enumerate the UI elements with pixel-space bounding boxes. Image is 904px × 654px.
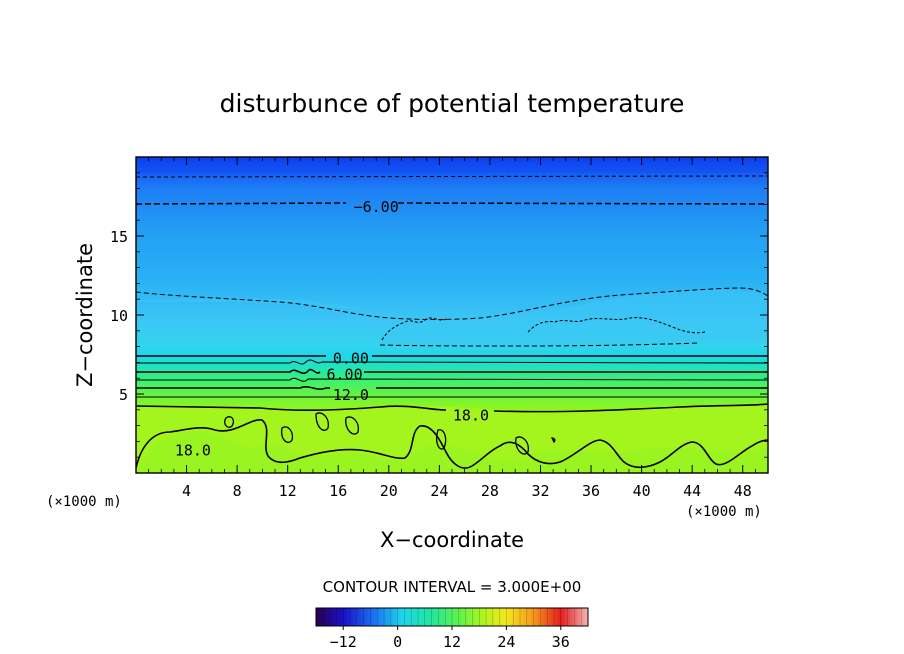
contour-lines (136, 175, 768, 469)
contour-label: 6.00 (326, 365, 362, 383)
contour-interval: CONTOUR INTERVAL = 3.000E+00 (323, 578, 582, 596)
chart-title: disturbunce of potential temperature (220, 89, 685, 118)
contour-neg-top (136, 175, 768, 178)
contour-labels: −6.00 0.006.00 12.0 18.0 18.0 (175, 198, 489, 459)
contour-turbulent-dashed (381, 317, 706, 341)
x-tick-label: 4 (182, 482, 191, 500)
contour-neg6 (136, 202, 768, 205)
x-tick-label: 40 (633, 482, 651, 500)
mid-lighter-band (136, 289, 768, 347)
x-tick-label: 36 (582, 482, 600, 500)
contour-neg3-lower (379, 342, 701, 347)
colorbar-ticks: −12 0 12 24 36 (330, 626, 570, 651)
x-tick-label: 24 (430, 482, 448, 500)
contour-label: 0.00 (333, 350, 369, 368)
y-ticks: 5 10 15 (110, 172, 768, 458)
contour-3 (136, 359, 768, 365)
top-darker-band (136, 165, 768, 173)
x-ticks: 4 8 12 16 20 24 28 32 36 40 44 48 (148, 157, 756, 500)
x-unit-left: (×1000 m) (46, 494, 122, 510)
contour-12 (136, 386, 768, 390)
contour-9 (136, 377, 768, 382)
colorbar-tick-label: −12 (330, 633, 357, 651)
contour-18-main (136, 403, 768, 413)
colorbar-tick-label: 0 (393, 633, 402, 651)
y-tick-label: 5 (119, 386, 128, 404)
x-unit-right: (×1000 m) (686, 504, 762, 520)
contour-neg3-upper (136, 287, 768, 320)
x-tick-label: 28 (481, 482, 499, 500)
y-axis-label: Z−coordinate (73, 243, 97, 387)
x-tick-label: 16 (329, 482, 347, 500)
x-tick-label: 20 (380, 482, 398, 500)
colorbar-tick-label: 24 (497, 633, 515, 651)
x-tick-label: 12 (279, 482, 297, 500)
x-tick-label: 44 (683, 482, 701, 500)
colorbar (316, 608, 588, 626)
y-tick-label: 15 (110, 228, 128, 246)
x-tick-label: 8 (233, 482, 242, 500)
contour-6 (136, 368, 768, 375)
colorbar-tick-label: 36 (552, 633, 570, 651)
contour-18-lower (136, 419, 768, 469)
contour-label: 12.0 (333, 386, 369, 404)
colorbar-cells (322, 608, 582, 626)
surface-lime-patches (136, 431, 768, 473)
contour-label: 18.0 (175, 441, 211, 459)
x-axis-label: X−coordinate (380, 528, 524, 552)
y-tick-label: 10 (110, 307, 128, 325)
contour-field (136, 157, 768, 473)
x-tick-label: 48 (734, 482, 752, 500)
colorbar-tick-label: 12 (443, 633, 461, 651)
contour-label: −6.00 (354, 198, 399, 216)
contour-18-islands (224, 412, 556, 455)
contour-label: 18.0 (453, 407, 489, 425)
x-tick-label: 32 (531, 482, 549, 500)
